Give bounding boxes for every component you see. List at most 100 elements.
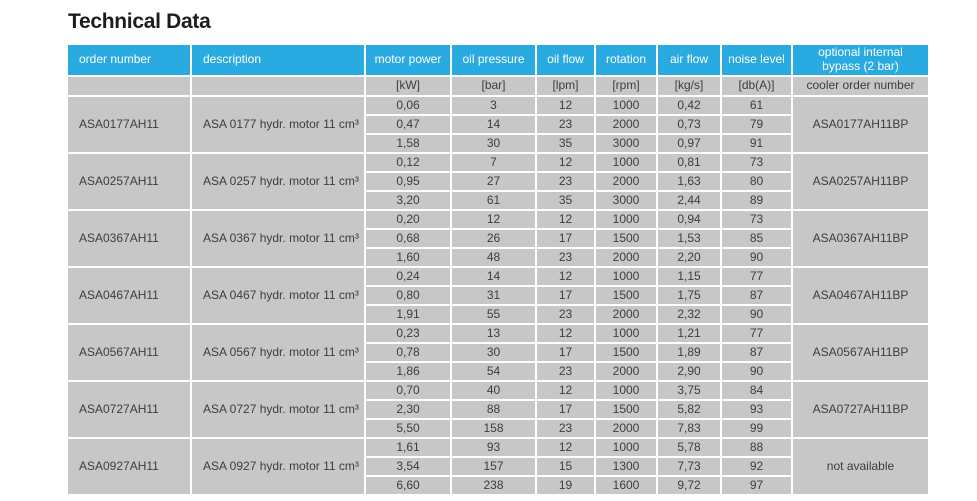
unit-cell-noise-level: [db(A)]	[722, 77, 791, 95]
value-cell: 23	[537, 363, 594, 380]
value-cell: 17	[537, 401, 594, 418]
table-row: 0,78 30 17 1500 1,89 87	[68, 344, 928, 361]
value-cell: 3000	[596, 192, 656, 209]
value-cell: 48	[452, 249, 535, 266]
value-cell: 1000	[596, 97, 656, 114]
value-cell: 2,20	[658, 249, 720, 266]
value-cell: 1,86	[366, 363, 450, 380]
order-number-cell: ASA0177AH11	[68, 97, 190, 152]
value-cell: 12	[537, 439, 594, 456]
value-cell: 97	[722, 477, 791, 494]
value-cell: 1000	[596, 382, 656, 399]
table-row: 0,47 14 23 2000 0,73 79	[68, 116, 928, 133]
value-cell: 2,44	[658, 192, 720, 209]
value-cell: 1,75	[658, 287, 720, 304]
value-cell: 87	[722, 344, 791, 361]
value-cell: 89	[722, 192, 791, 209]
value-cell: 3	[452, 97, 535, 114]
value-cell: 0,06	[366, 97, 450, 114]
value-cell: 0,73	[658, 116, 720, 133]
value-cell: 15	[537, 458, 594, 475]
value-cell: 2000	[596, 116, 656, 133]
value-cell: 12	[537, 268, 594, 285]
bypass-cell: ASA0367AH11BP	[793, 211, 928, 266]
value-cell: 61	[722, 97, 791, 114]
value-cell: 1000	[596, 325, 656, 342]
value-cell: 3,54	[366, 458, 450, 475]
value-cell: 9,72	[658, 477, 720, 494]
value-cell: 12	[537, 211, 594, 228]
description-cell: ASA 0257 hydr. motor 11 cm³	[192, 154, 364, 209]
value-cell: 90	[722, 363, 791, 380]
table-row: 1,86 54 23 2000 2,90 90	[68, 363, 928, 380]
bypass-cell: ASA0177AH11BP	[793, 97, 928, 152]
order-number-cell: ASA0367AH11	[68, 211, 190, 266]
bypass-cell: ASA0567AH11BP	[793, 325, 928, 380]
value-cell: 2000	[596, 249, 656, 266]
unit-cell-order-number	[68, 77, 190, 95]
value-cell: 90	[722, 306, 791, 323]
value-cell: 2,90	[658, 363, 720, 380]
value-cell: 35	[537, 135, 594, 152]
value-cell: 23	[537, 420, 594, 437]
table-row: ASA0367AH11 ASA 0367 hydr. motor 11 cm³ 0,…	[68, 211, 928, 266]
value-cell: 85	[722, 230, 791, 247]
table-row: ASA0567AH11 ASA 0567 hydr. motor 11 cm³ 0,…	[68, 325, 928, 380]
value-cell: 80	[722, 173, 791, 190]
value-cell: 88	[452, 401, 535, 418]
technical-data-table: order number description motor power oil…	[66, 43, 930, 496]
value-cell: 99	[722, 420, 791, 437]
table-row: ASA0177AH11 ASA 0177 hydr. motor 11 cm³ 0,…	[68, 97, 928, 152]
value-cell: 12	[537, 325, 594, 342]
table-row: 1,60 48 23 2000 2,20 90	[68, 249, 928, 266]
value-cell: 1,63	[658, 173, 720, 190]
order-number-cell: ASA0927AH11	[68, 439, 190, 494]
value-cell: 2,32	[658, 306, 720, 323]
bypass-cell: ASA0257AH11BP	[793, 154, 928, 209]
unit-cell-bypass: cooler order number	[793, 77, 928, 95]
value-cell: 0,70	[366, 382, 450, 399]
table-row: 5,50 158 23 2000 7,83 99	[68, 420, 928, 437]
table-body: [kW] [bar] [lpm] [rpm] [kg/s] [db(A)] co…	[68, 77, 928, 494]
value-cell: 0,47	[366, 116, 450, 133]
value-cell: 27	[452, 173, 535, 190]
value-cell: 31	[452, 287, 535, 304]
table-row: 6,60 238 19 1600 9,72 97	[68, 477, 928, 494]
page-title: Technical Data	[68, 10, 211, 33]
value-cell: 1,15	[658, 268, 720, 285]
value-cell: 0,12	[366, 154, 450, 171]
unit-cell-description	[192, 77, 364, 95]
value-cell: 55	[452, 306, 535, 323]
col-header-oil-pressure: oil pressure	[452, 45, 535, 75]
col-header-bypass: optional internal bypass (2 bar)	[793, 45, 928, 75]
value-cell: 1500	[596, 230, 656, 247]
value-cell: 1000	[596, 211, 656, 228]
order-number-cell: ASA0467AH11	[68, 268, 190, 323]
value-cell: 7,73	[658, 458, 720, 475]
value-cell: 2000	[596, 306, 656, 323]
units-row: [kW] [bar] [lpm] [rpm] [kg/s] [db(A)] co…	[68, 77, 928, 95]
value-cell: 1,60	[366, 249, 450, 266]
order-number-cell: ASA0727AH11	[68, 382, 190, 437]
col-header-motor-power: motor power	[366, 45, 450, 75]
bypass-cell: ASA0727AH11BP	[793, 382, 928, 437]
col-header-oil-flow: oil flow	[537, 45, 594, 75]
value-cell: 61	[452, 192, 535, 209]
table-row: 0,68 26 17 1500 1,53 85	[68, 230, 928, 247]
order-number-cell: ASA0567AH11	[68, 325, 190, 380]
unit-cell-motor-power: [kW]	[366, 77, 450, 95]
value-cell: 14	[452, 116, 535, 133]
table-row: ASA0927AH11 ASA 0927 hydr. motor 11 cm³ 1,…	[68, 439, 928, 494]
value-cell: 2,30	[366, 401, 450, 418]
description-cell: ASA 0177 hydr. motor 11 cm³	[192, 97, 364, 152]
bypass-cell: ASA0467AH11BP	[793, 268, 928, 323]
value-cell: 2000	[596, 173, 656, 190]
unit-cell-oil-pressure: [bar]	[452, 77, 535, 95]
value-cell: 5,50	[366, 420, 450, 437]
value-cell: 73	[722, 211, 791, 228]
value-cell: 1600	[596, 477, 656, 494]
value-cell: 2000	[596, 363, 656, 380]
table-row: 3,20 61 35 3000 2,44 89	[68, 192, 928, 209]
header-row: order number description motor power oil…	[68, 45, 928, 75]
